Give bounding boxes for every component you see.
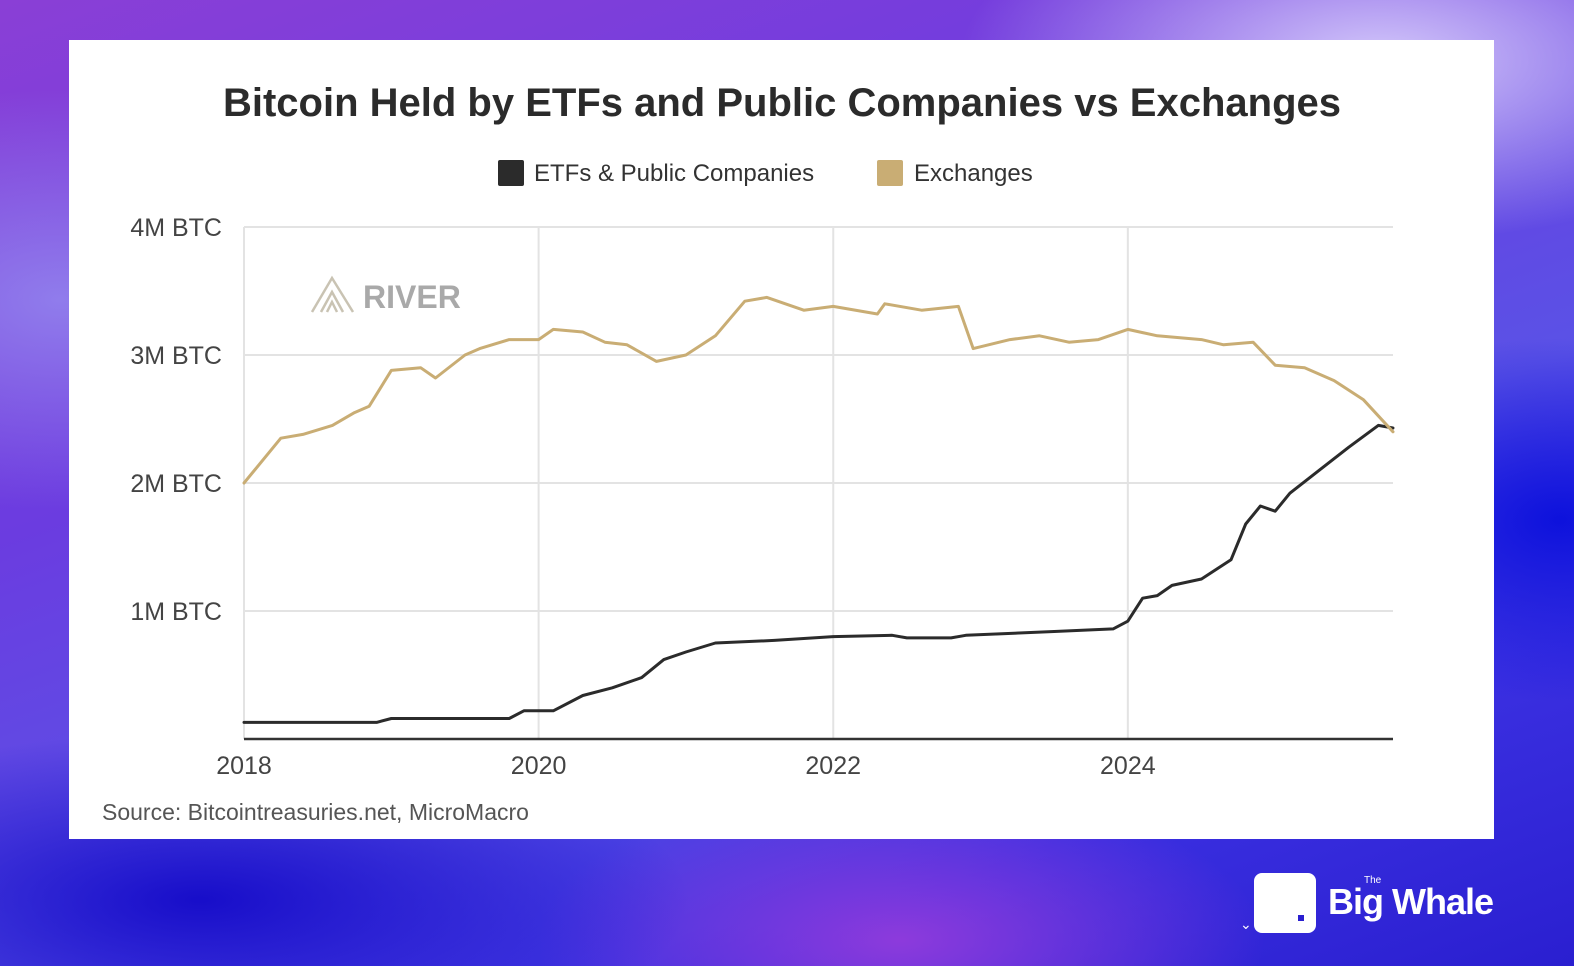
series-line-etfs [242,423,1395,724]
river-watermark: RIVER [310,275,461,315]
series-line-exchanges [242,295,1395,485]
chart-source: Source: Bitcointreasuries.net, MicroMacr… [102,799,529,825]
chart: Bitcoin Held by ETFs and Public Companie… [102,81,1395,825]
y-tick-label: 1M BTC [130,598,222,626]
big-whale-logo-icon [1254,873,1316,933]
y-tick-label: 3M BTC [130,342,222,370]
y-axis-ticks: 1M BTC 2M BTC 3M BTC 4M BTC [130,214,222,626]
legend: ETFs & Public Companies Exchanges [498,160,1033,187]
river-logo-icon [310,275,355,313]
series-lines [242,295,1395,724]
legend-swatch-etfs [498,160,524,186]
y-tick-label: 2M BTC [130,470,222,498]
x-tick-label: 2022 [805,752,861,780]
river-wordmark: RIVER [363,279,461,315]
y-tick-label: 4M BTC [130,214,222,242]
brand-name: Big Whale [1328,881,1494,922]
brand-the: The [1364,875,1382,886]
x-tick-label: 2018 [216,752,272,780]
chart-card: Bitcoin Held by ETFs and Public Companie… [69,40,1494,839]
x-axis-ticks: 2018 2020 2022 2024 [216,752,1156,780]
x-tick-label: 2024 [1100,752,1156,780]
x-tick-label: 2020 [511,752,567,780]
chart-title: Bitcoin Held by ETFs and Public Companie… [223,81,1341,125]
whale-tail-icon: ⌄ [1240,917,1252,933]
legend-swatch-exchanges [877,160,903,186]
big-whale-brand: ⌄ The Big Whale [1240,873,1514,935]
legend-label-etfs: ETFs & Public Companies [534,160,814,187]
legend-label-exchanges: Exchanges [914,160,1033,187]
